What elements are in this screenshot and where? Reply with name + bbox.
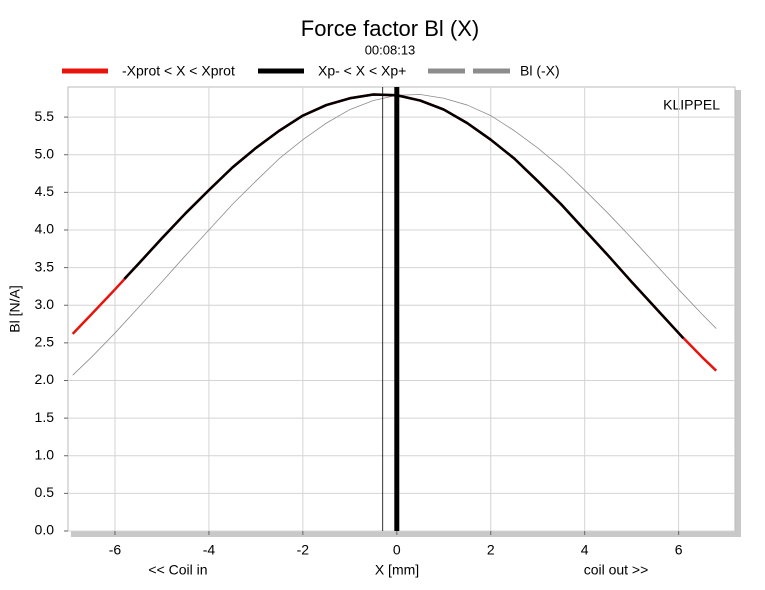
x-tick-label: -6 [109,542,122,558]
legend-label: Xp- < X < Xp+ [318,63,406,79]
x-left-note: << Coil in [148,562,207,578]
legend-label: -Xprot < X < Xprot [122,63,235,79]
y-axis-label: Bl [N/A] [7,285,23,332]
x-axis-label: X [mm] [375,562,419,578]
y-tick-label: 3.5 [35,258,55,274]
x-tick-label: 4 [581,542,589,558]
y-tick-label: 0.0 [35,522,55,538]
legend-label: Bl (-X) [520,63,560,79]
x-tick-label: -4 [203,542,216,558]
y-tick-label: 3.0 [35,296,55,312]
watermark: KLIPPEL [663,97,720,113]
x-tick-label: -2 [297,542,310,558]
y-tick-label: 4.0 [35,221,55,237]
chart-title: Force factor Bl (X) [301,16,479,41]
y-tick-label: 1.0 [35,446,55,462]
y-tick-label: 4.5 [35,183,55,199]
y-tick-label: 5.0 [35,145,55,161]
chart-subtitle: 00:08:13 [365,42,416,57]
x-right-note: coil out >> [584,562,649,578]
series-line [123,93,685,340]
y-tick-label: 0.5 [35,484,55,500]
plot-area [67,86,736,532]
x-tick-label: 2 [487,542,495,558]
x-tick-label: 6 [675,542,683,558]
y-tick-label: 1.5 [35,409,55,425]
y-tick-label: 2.0 [35,371,55,387]
x-tick-label: 0 [393,542,401,558]
y-tick-label: 5.5 [35,108,55,124]
y-tick-label: 2.5 [35,334,55,350]
